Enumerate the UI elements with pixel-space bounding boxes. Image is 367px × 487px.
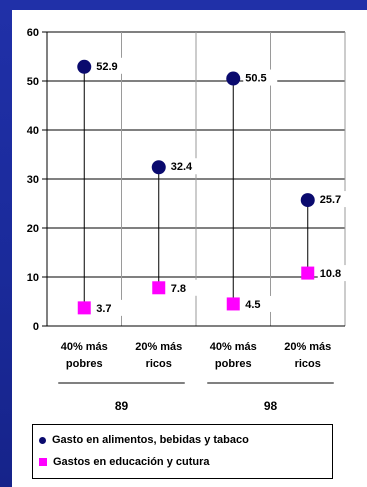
- point-education: [152, 281, 166, 295]
- data-label-bg: [243, 295, 276, 312]
- legend-label-education: Gastos en educación y cutura: [53, 456, 210, 468]
- legend-label-food: Gasto en alimentos, bebidas y tabaco: [52, 434, 249, 446]
- legend-circle-marker: [39, 436, 46, 444]
- point-education: [301, 266, 315, 280]
- point-food: [226, 71, 241, 86]
- point-food: [77, 59, 92, 74]
- legend: Gasto en alimentos, bebidas y tabaco Gas…: [32, 424, 333, 479]
- data-label-education: 4.5: [245, 299, 260, 311]
- data-label-bg: [94, 299, 127, 316]
- y-tick-label: 20: [27, 223, 39, 235]
- y-tick-label: 40: [27, 125, 39, 137]
- legend-item-food: Gasto en alimentos, bebidas y tabaco: [39, 434, 249, 446]
- data-label-education: 10.8: [320, 268, 341, 280]
- data-label-bg: [168, 279, 201, 296]
- point-food: [300, 193, 315, 208]
- legend-item-education: Gastos en educación y cutura: [39, 456, 210, 468]
- point-education: [226, 297, 240, 311]
- data-label-food: 25.7: [320, 194, 341, 206]
- data-label-education: 3.7: [96, 303, 111, 315]
- category-label: pobres: [215, 358, 252, 370]
- y-tick-label: 50: [27, 76, 39, 88]
- data-label-food: 32.4: [171, 161, 193, 173]
- group-label: 98: [264, 399, 278, 413]
- legend-square-marker: [39, 458, 47, 466]
- category-label: 40% más: [210, 341, 257, 353]
- category-label: ricos: [146, 358, 172, 370]
- y-tick-label: 30: [27, 174, 39, 186]
- point-education: [77, 301, 91, 315]
- category-label: 40% más: [61, 341, 108, 353]
- point-food: [151, 160, 166, 175]
- data-label-food: 50.5: [245, 73, 266, 85]
- y-tick-label: 60: [27, 27, 39, 39]
- category-label: 20% más: [284, 341, 331, 353]
- data-label-bg: [317, 265, 350, 282]
- category-label: pobres: [66, 358, 103, 370]
- data-label-education: 7.8: [171, 283, 186, 295]
- data-label-bg: [243, 69, 278, 86]
- y-tick-label: 0: [33, 321, 39, 333]
- data-label-food: 52.9: [96, 61, 117, 73]
- category-label: 20% más: [135, 341, 182, 353]
- category-label: ricos: [295, 358, 321, 370]
- data-label-bg: [168, 158, 203, 175]
- y-tick-label: 10: [27, 272, 39, 284]
- group-label: 89: [115, 399, 129, 413]
- data-label-bg: [94, 57, 129, 74]
- data-label-bg: [317, 191, 352, 208]
